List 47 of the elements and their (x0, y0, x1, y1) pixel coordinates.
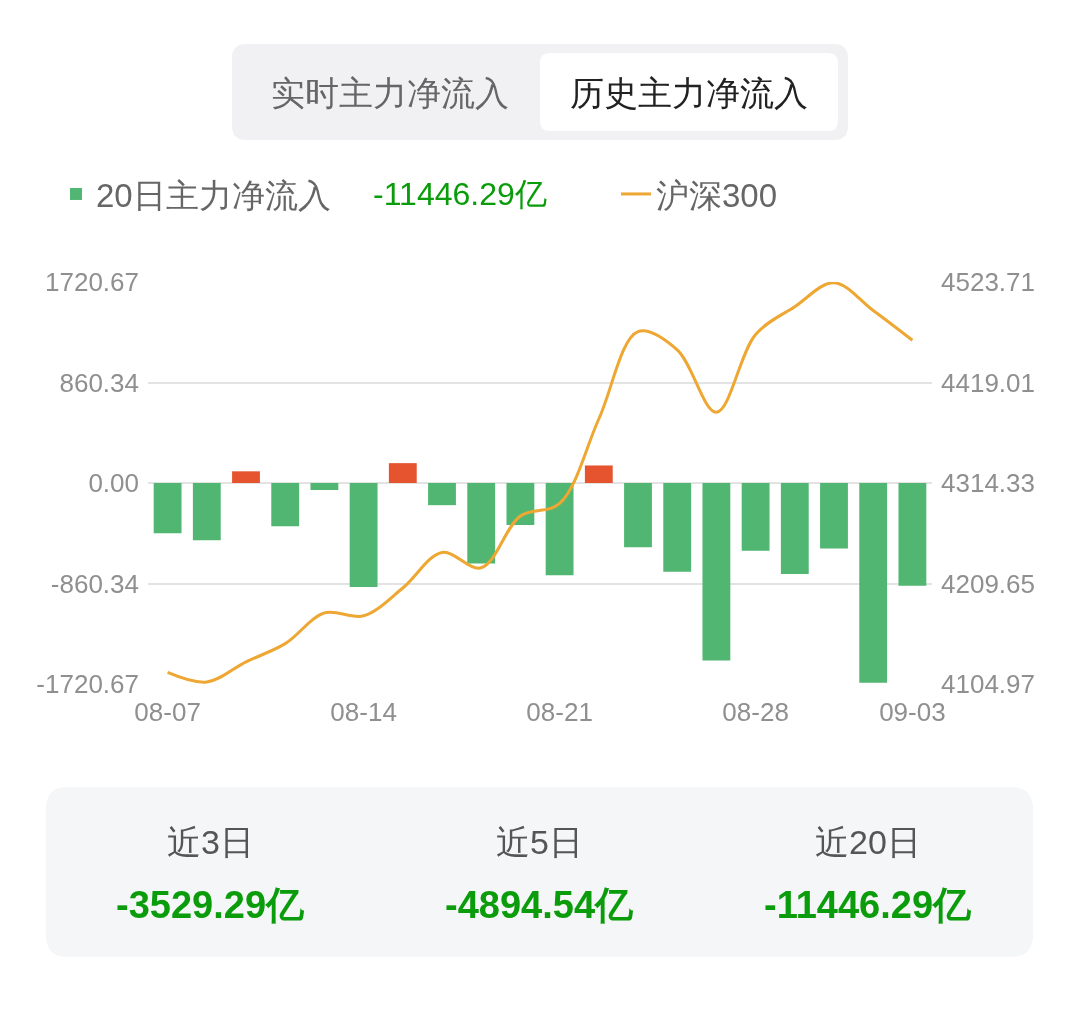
y2-tick-label: 4314.33 (941, 468, 1035, 499)
bar (271, 483, 300, 527)
y2-tick-label: 4419.01 (941, 367, 1035, 398)
bar (192, 483, 221, 541)
bar (545, 483, 574, 576)
bar (349, 483, 378, 587)
legend-label: 20日主力净流入 (96, 176, 331, 214)
text: 实时主力净流入 (271, 74, 509, 112)
legend-label: 沪深300 (656, 176, 778, 214)
bar (624, 483, 652, 548)
x-tick-label: 08-21 (526, 697, 593, 727)
bar (584, 465, 613, 483)
y2-tick-label: 4209.65 (941, 568, 1035, 599)
y-tick-label: 860.34 (59, 367, 139, 398)
bar (310, 483, 339, 491)
bar (232, 471, 260, 483)
x-tick-label: 09-03 (879, 697, 946, 727)
bar (153, 483, 182, 534)
text: 近3日 (167, 823, 254, 861)
x-tick-label: 08-14 (330, 697, 397, 727)
line-series (166, 282, 914, 684)
bar (388, 463, 417, 483)
y-tick-label: 1720.67 (45, 267, 139, 298)
text: 历史主力净流入 (570, 74, 808, 112)
bar (780, 483, 809, 575)
bar (898, 483, 927, 586)
text: -4894.54亿 (445, 884, 635, 926)
y-tick-label: 0.00 (88, 468, 139, 499)
x-tick-label: 08-28 (722, 697, 789, 727)
bar (506, 483, 535, 526)
text: -11446.29亿 (373, 176, 547, 212)
bar (702, 483, 731, 661)
y-tick-label: -860.34 (50, 568, 139, 599)
bar (820, 483, 848, 549)
text: -3529.29亿 (116, 884, 306, 926)
y2-tick-label: 4523.71 (941, 267, 1035, 298)
text: -11446.29亿 (764, 884, 973, 926)
bar (663, 483, 692, 572)
bar (428, 483, 456, 506)
bar (467, 483, 496, 564)
bar (741, 483, 770, 551)
y2-tick-label: 4104.97 (941, 669, 1035, 700)
text: 近5日 (496, 823, 583, 861)
bar (859, 483, 888, 683)
y-tick-label: -1720.67 (36, 669, 139, 700)
x-tick-label: 08-07 (134, 697, 201, 727)
text: 近20日 (815, 823, 921, 861)
